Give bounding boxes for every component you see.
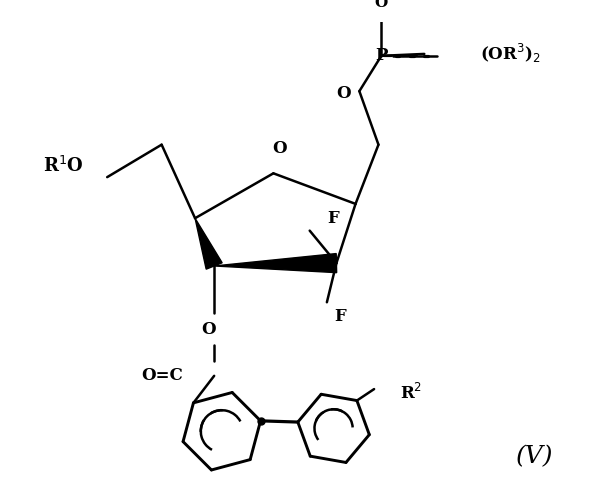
Text: (OR$^3$)$_2$: (OR$^3$)$_2$ [480, 42, 541, 66]
Polygon shape [214, 254, 337, 272]
Text: O=C: O=C [141, 368, 182, 384]
Text: O: O [201, 322, 216, 338]
Text: (V): (V) [516, 446, 553, 468]
Polygon shape [195, 218, 222, 269]
Text: O: O [336, 84, 350, 102]
Text: F: F [335, 308, 346, 325]
Text: F: F [327, 210, 339, 226]
Text: O: O [272, 140, 287, 157]
Text: P: P [375, 48, 387, 64]
Text: O: O [375, 0, 388, 10]
Text: R$^2$: R$^2$ [401, 383, 422, 403]
Text: R$^1$O: R$^1$O [43, 156, 84, 176]
